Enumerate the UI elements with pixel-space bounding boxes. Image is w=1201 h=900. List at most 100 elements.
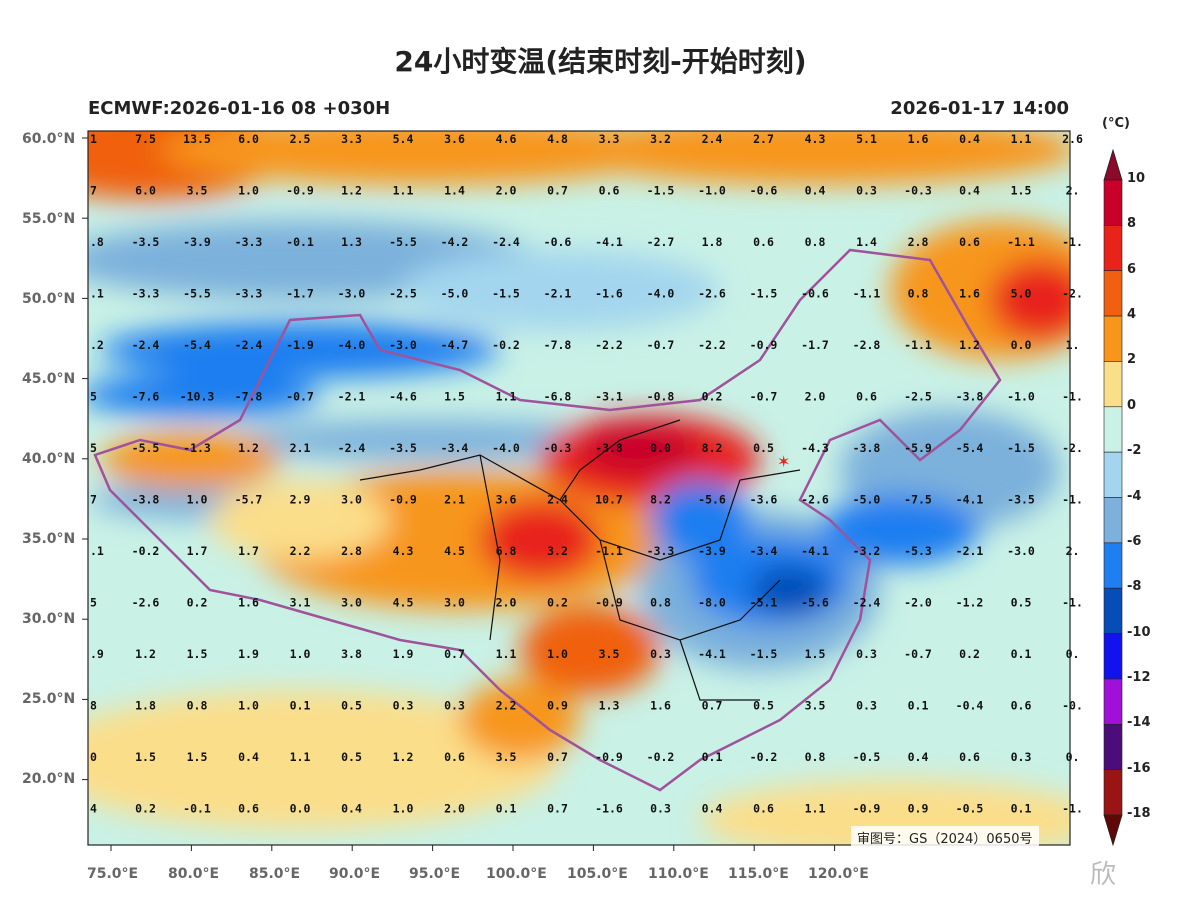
grid-value: -0.7 xyxy=(647,338,675,352)
grid-value: -2.1 xyxy=(544,287,572,301)
grid-value: 1.2 xyxy=(959,338,980,352)
grid-value: 2.7 xyxy=(753,132,774,146)
grid-value: -2. xyxy=(1062,287,1083,301)
grid-value: -3.8 xyxy=(956,390,984,404)
grid-value: 4.8 xyxy=(547,132,568,146)
grid-value: 1.0 xyxy=(187,493,208,507)
grid-value: -4.1 xyxy=(698,647,726,661)
grid-value: -2.6 xyxy=(801,493,829,507)
grid-value: 0.5 xyxy=(753,699,774,713)
grid-value: 2.2 xyxy=(496,699,517,713)
colorbar-segment xyxy=(1103,225,1123,272)
colorbar-segment xyxy=(1103,723,1123,770)
grid-value: 1.5 xyxy=(1011,184,1032,198)
grid-value: -5.5 xyxy=(132,441,160,455)
grid-value: 3.2 xyxy=(650,132,671,146)
grid-value: -1. xyxy=(1062,390,1083,404)
axis-ticks xyxy=(82,137,836,851)
grid-value: 1.2 xyxy=(238,441,259,455)
grid-value: 1.1 xyxy=(805,802,826,816)
lat-label: 35.0°N xyxy=(22,531,76,547)
grid-value: -2.4 xyxy=(338,441,366,455)
grid-value: 0.3 xyxy=(1011,750,1032,764)
grid-value: -5.3 xyxy=(904,544,932,558)
grid-value: -3.0 xyxy=(338,287,366,301)
grid-value: 0.7 xyxy=(547,184,568,198)
grid-value: 1 xyxy=(90,132,97,146)
grid-value: -1.5 xyxy=(750,287,778,301)
grid-value: 3.6 xyxy=(496,493,517,507)
grid-value: -2.4 xyxy=(235,338,263,352)
grid-value: -5.4 xyxy=(956,441,984,455)
grid-value: -1.1 xyxy=(1007,235,1035,249)
grid-value: -3.0 xyxy=(389,338,417,352)
grid-value: 0.3 xyxy=(650,802,671,816)
grid-value: -5.5 xyxy=(183,287,211,301)
grid-value: 0.4 xyxy=(238,750,259,764)
grid-value: -0.6 xyxy=(544,235,572,249)
grid-value: 2.4 xyxy=(547,493,568,507)
grid-value: 1.8 xyxy=(702,235,723,249)
chart-title: 24小时变温(结束时刻-开始时刻) xyxy=(394,45,807,78)
grid-value: -5.4 xyxy=(183,338,211,352)
grid-value: -3.8 xyxy=(853,441,881,455)
colorbar-unit: (°C) xyxy=(1102,116,1130,131)
colorbar-segment xyxy=(1103,769,1123,816)
colorbar-segment xyxy=(1103,633,1123,680)
grid-value: -2.1 xyxy=(338,390,366,404)
grid-value: 0.7 xyxy=(547,802,568,816)
grid-value: 1.6 xyxy=(650,699,671,713)
grid-value: -4.1 xyxy=(595,235,623,249)
grid-value: -0.4 xyxy=(956,699,984,713)
grid-value: -3.3 xyxy=(647,544,675,558)
grid-value: 0.8 xyxy=(908,287,929,301)
grid-value: -2.2 xyxy=(595,338,623,352)
valid-time-label: 2026-01-17 14:00 xyxy=(890,98,1069,119)
colorbar-segment xyxy=(1103,270,1123,317)
colorbar-segment xyxy=(1103,406,1123,453)
grid-value: 1.5 xyxy=(805,647,826,661)
grid-value: -1.5 xyxy=(750,647,778,661)
country-border xyxy=(93,248,1002,792)
grid-value: -3.0 xyxy=(1007,544,1035,558)
grid-value: -1.6 xyxy=(595,287,623,301)
grid-value: 2.0 xyxy=(444,802,465,816)
grid-value: -0. xyxy=(1062,699,1083,713)
grid-value: -10.3 xyxy=(180,390,215,404)
grid-value: 0.6 xyxy=(599,184,620,198)
grid-value: 7.5 xyxy=(135,132,156,146)
province-lines xyxy=(359,419,801,701)
grid-value: .2 xyxy=(90,338,104,352)
lon-label: 75.0°E xyxy=(87,866,139,882)
grid-value: 0. xyxy=(1066,647,1080,661)
colorbar-segment xyxy=(1103,148,1123,181)
grid-value: 1.1 xyxy=(496,390,517,404)
grid-value: 0.2 xyxy=(135,802,156,816)
grid-value: 1.7 xyxy=(238,544,259,558)
grid-value: 0.4 xyxy=(805,184,826,198)
grid-value: 4.5 xyxy=(444,544,465,558)
grid-value: 0.9 xyxy=(908,802,929,816)
grid-value: -3.3 xyxy=(235,287,263,301)
watermark: 欣 xyxy=(1090,860,1117,890)
grid-value: -5.9 xyxy=(904,441,932,455)
grid-value: 0.5 xyxy=(341,750,362,764)
grid-value: 1.1 xyxy=(393,184,414,198)
grid-value: 1.3 xyxy=(599,699,620,713)
grid-value: -3.8 xyxy=(132,493,160,507)
grid-value: -1.7 xyxy=(286,287,314,301)
grid-value: 0.9 xyxy=(547,699,568,713)
grid-value: 0.0 xyxy=(1011,338,1032,352)
colorbar-tick-label: 2 xyxy=(1127,352,1137,368)
grid-value: 0.8 xyxy=(187,699,208,713)
grid-value: 8.2 xyxy=(702,441,723,455)
grid-value: 0.1 xyxy=(1011,647,1032,661)
colorbar-segment xyxy=(1103,361,1123,408)
grid-value: 1.9 xyxy=(238,647,259,661)
grid-value: 6.8 xyxy=(496,544,517,558)
grid-value: 0.2 xyxy=(187,596,208,610)
grid-value: 2.0 xyxy=(496,596,517,610)
grid-value: 0.8 xyxy=(650,596,671,610)
grid-value: 1.5 xyxy=(444,390,465,404)
